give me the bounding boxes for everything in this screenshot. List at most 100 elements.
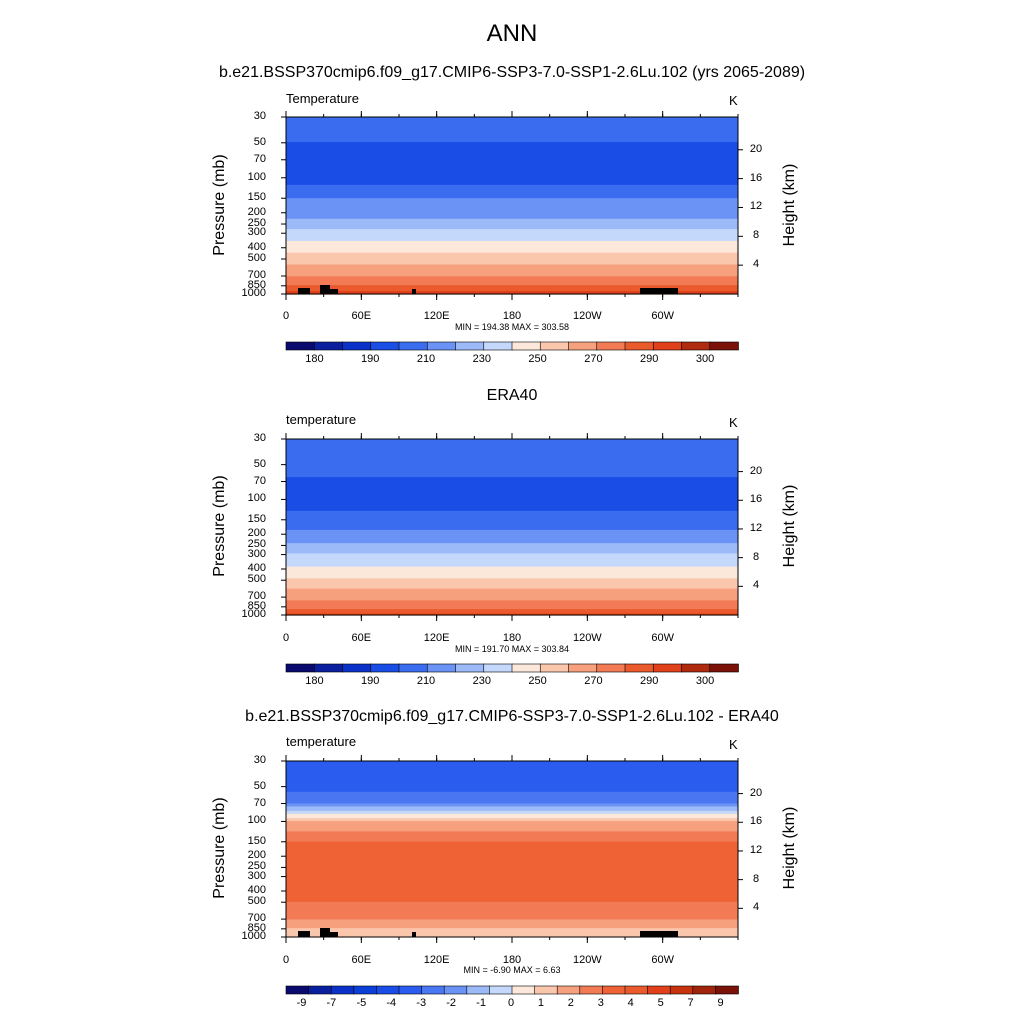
field-band (286, 906, 738, 909)
height-tick-label: 4 (752, 901, 760, 914)
field-band (286, 565, 738, 568)
colorbar-swatch (330, 985, 355, 995)
field-band (286, 198, 738, 201)
field-band (286, 173, 738, 176)
colorbar-swatch (647, 985, 671, 995)
field-band (286, 849, 738, 852)
field-band (286, 865, 738, 868)
field-band (286, 503, 738, 506)
field-band (286, 282, 738, 285)
field-band (286, 516, 738, 519)
topography (298, 931, 310, 937)
field-band (286, 235, 738, 238)
field-band (286, 459, 738, 462)
field-band (286, 469, 738, 472)
colorbar-label: 230 (472, 353, 491, 365)
field-band (286, 491, 738, 494)
topography (330, 289, 338, 294)
field-band (286, 177, 738, 180)
field-band (286, 195, 738, 198)
field-band (286, 799, 738, 802)
pressure-tick-label: 700 (247, 268, 266, 281)
colorbar-swatch (624, 985, 649, 995)
pressure-tick-label: 500 (247, 252, 266, 264)
field-band (286, 472, 738, 475)
field-band (286, 254, 738, 257)
pressure-tick-label: 200 (247, 849, 266, 862)
x-tick-label: 120W (572, 954, 602, 966)
field-band (286, 604, 738, 607)
field-band (286, 215, 738, 218)
field-band (286, 127, 738, 130)
pressure-tick-label: 400 (247, 240, 266, 253)
field-band (286, 522, 738, 525)
field-band (286, 573, 738, 576)
field-band (286, 236, 738, 239)
x-tick-label: 60W (651, 632, 674, 644)
field-band (286, 873, 738, 876)
field-band (286, 192, 738, 195)
field-band (286, 257, 738, 260)
field-band (286, 890, 738, 893)
field-band (286, 904, 738, 907)
field-band (286, 822, 738, 825)
pressure-tick-label: 700 (247, 590, 266, 603)
field-band (286, 556, 738, 559)
field-band (286, 286, 738, 289)
field-band (286, 156, 738, 159)
field-band (286, 140, 738, 143)
colorbar-label: -9 (296, 997, 307, 1009)
field-band (286, 158, 738, 161)
field-band (286, 136, 738, 139)
pressure-tick-label: 1000 (241, 287, 266, 299)
field-band (286, 512, 738, 515)
field-band (286, 521, 738, 524)
pressure-tick-label: 300 (247, 226, 266, 239)
field-band (286, 190, 738, 193)
height-tick-label: 4 (752, 579, 760, 592)
field-band (286, 835, 738, 838)
field-band (286, 847, 738, 850)
field-band (286, 227, 738, 230)
colorbar-label: 9 (717, 997, 724, 1009)
pressure-tick-label: 30 (253, 754, 266, 766)
field-band (286, 510, 738, 513)
colorbar-swatch (511, 985, 536, 995)
field-band (286, 769, 738, 772)
colorbar-swatch (579, 985, 604, 995)
colorbar-label: 300 (695, 353, 715, 365)
colorbar-swatch (602, 985, 626, 995)
colorbar-swatch (681, 341, 711, 351)
colorbar-swatch (624, 663, 655, 673)
field-band (286, 488, 738, 491)
height-tick-label: 20 (749, 464, 763, 477)
field-band (286, 279, 738, 282)
colorbar-swatch (398, 663, 429, 673)
field-band (286, 249, 738, 252)
field-band (286, 481, 738, 484)
field-band (286, 232, 738, 235)
pressure-tick-label: 50 (253, 135, 266, 148)
pressure-tick-label: 250 (247, 860, 266, 873)
field-band (286, 860, 738, 863)
field-band (286, 280, 738, 283)
field-band (286, 532, 738, 535)
field-band (286, 518, 738, 521)
field-band (286, 878, 738, 881)
colorbar-swatch (692, 985, 717, 995)
height-tick-label: 16 (749, 815, 763, 828)
topography (640, 288, 678, 294)
field-band (286, 537, 738, 540)
colorbar-label: 250 (528, 353, 547, 365)
field-band (286, 515, 738, 518)
x-tick-label: 120E (423, 310, 450, 322)
field-band (286, 584, 738, 587)
field-band (286, 229, 738, 232)
field-band (286, 484, 738, 487)
field-band (286, 551, 738, 554)
field-band (286, 285, 738, 288)
field-band (286, 239, 738, 242)
field-band (286, 206, 738, 210)
field-band (286, 251, 738, 254)
field-band (286, 209, 738, 212)
